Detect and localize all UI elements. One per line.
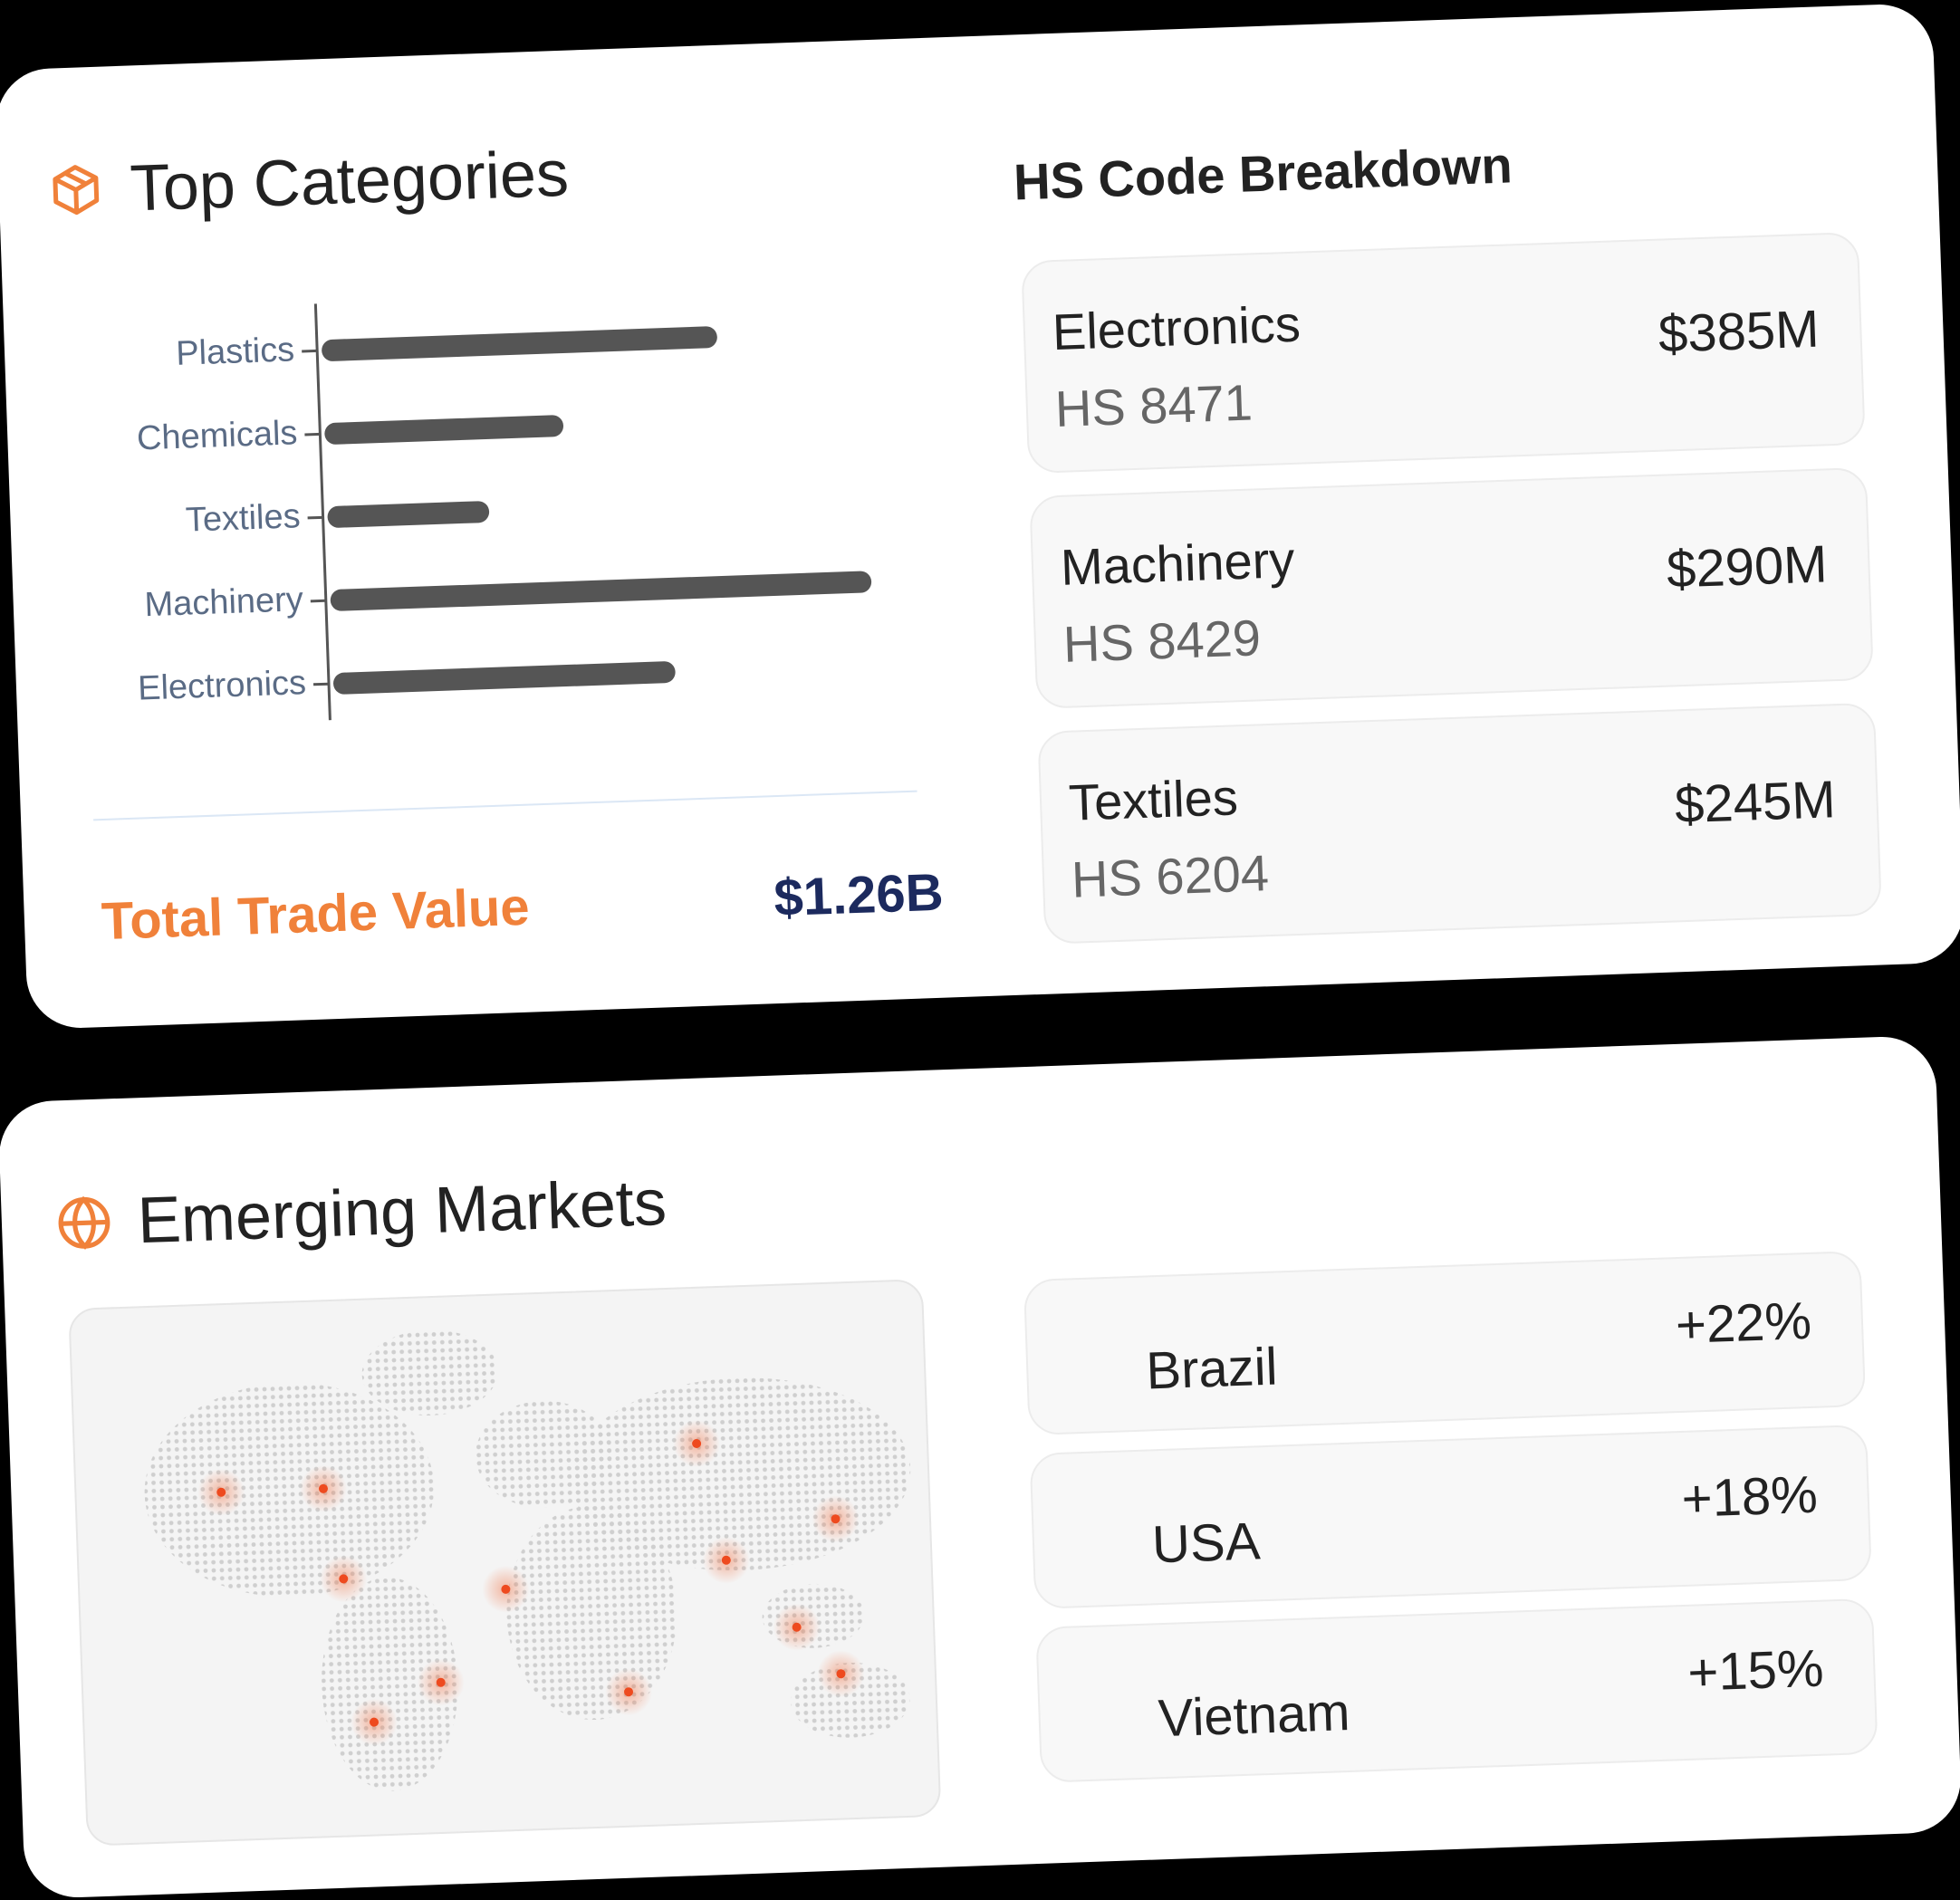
bar bbox=[327, 501, 490, 528]
market-name: USA bbox=[1150, 1511, 1262, 1575]
categories-card: Top Categories Plastics Chemicals Textiles… bbox=[0, 2, 1960, 1031]
hs-value: $290M bbox=[1666, 534, 1829, 600]
section-title: Emerging Markets bbox=[136, 1166, 668, 1258]
land-dots bbox=[506, 1506, 677, 1721]
marker bbox=[436, 1677, 446, 1687]
bar bbox=[330, 571, 872, 611]
bar bbox=[322, 326, 717, 361]
marker bbox=[216, 1487, 226, 1497]
box-icon bbox=[53, 165, 100, 216]
category-label: Machinery bbox=[144, 581, 304, 624]
total-value: $1.26B bbox=[773, 862, 945, 928]
hs-item: Electronics HS 8471 $385M bbox=[1021, 231, 1866, 475]
marker bbox=[831, 1514, 841, 1524]
hs-item: Machinery HS 8429 $290M bbox=[1029, 466, 1874, 709]
marker bbox=[339, 1574, 349, 1584]
marker bbox=[624, 1687, 634, 1697]
hs-name: Textiles bbox=[1067, 768, 1239, 831]
tick bbox=[302, 349, 318, 353]
market-name: Vietnam bbox=[1157, 1682, 1351, 1749]
marker bbox=[318, 1483, 328, 1493]
category-label: Plastics bbox=[176, 331, 295, 373]
market-item: USA +18% bbox=[1029, 1424, 1872, 1609]
marker bbox=[501, 1584, 511, 1594]
marker bbox=[692, 1439, 702, 1449]
marker bbox=[721, 1555, 731, 1565]
world-map bbox=[68, 1279, 942, 1847]
land-dots bbox=[144, 1383, 435, 1598]
market-item: Brazil +22% bbox=[1023, 1250, 1867, 1436]
map-graphic bbox=[144, 1329, 911, 1791]
market-name: Brazil bbox=[1145, 1337, 1279, 1401]
hs-value: $385M bbox=[1657, 299, 1821, 364]
hs-item: Textiles HS 6204 $245M bbox=[1037, 702, 1882, 945]
hs-code: HS 8429 bbox=[1062, 609, 1262, 673]
market-growth: +15% bbox=[1686, 1638, 1825, 1703]
marker bbox=[792, 1622, 802, 1632]
bar bbox=[333, 661, 676, 695]
hs-name: Machinery bbox=[1059, 530, 1296, 596]
y-axis bbox=[313, 303, 331, 721]
globe-icon bbox=[58, 1195, 110, 1250]
hs-code: HS 6204 bbox=[1070, 844, 1270, 908]
section-title: Top Categories bbox=[129, 137, 571, 226]
marker bbox=[836, 1669, 846, 1679]
land-dots bbox=[361, 1329, 498, 1415]
total-label: Total Trade Value bbox=[100, 877, 531, 952]
market-growth: +18% bbox=[1680, 1464, 1819, 1529]
tick bbox=[304, 432, 321, 437]
tick bbox=[307, 515, 323, 520]
tick bbox=[312, 682, 330, 686]
market-item: Vietnam +15% bbox=[1035, 1598, 1878, 1783]
section-title: HS Code Breakdown bbox=[1013, 136, 1513, 211]
hs-value: $245M bbox=[1674, 770, 1837, 835]
tick bbox=[310, 599, 326, 603]
category-label: Chemicals bbox=[136, 414, 298, 457]
category-label: Electronics bbox=[138, 664, 307, 707]
bar-chart: Plastics Chemicals Textiles Machinery Electr… bbox=[136, 303, 872, 721]
hs-code: HS 8471 bbox=[1053, 373, 1254, 438]
bar bbox=[324, 415, 564, 445]
land-dots bbox=[322, 1577, 458, 1791]
hs-name: Electronics bbox=[1051, 294, 1302, 361]
marker bbox=[370, 1717, 380, 1727]
market-growth: +22% bbox=[1674, 1291, 1813, 1356]
markets-card: Emerging Markets Brazil +22% USA +18% Vietna… bbox=[0, 1034, 1960, 1900]
category-label: Textiles bbox=[185, 497, 301, 539]
divider bbox=[93, 790, 918, 821]
